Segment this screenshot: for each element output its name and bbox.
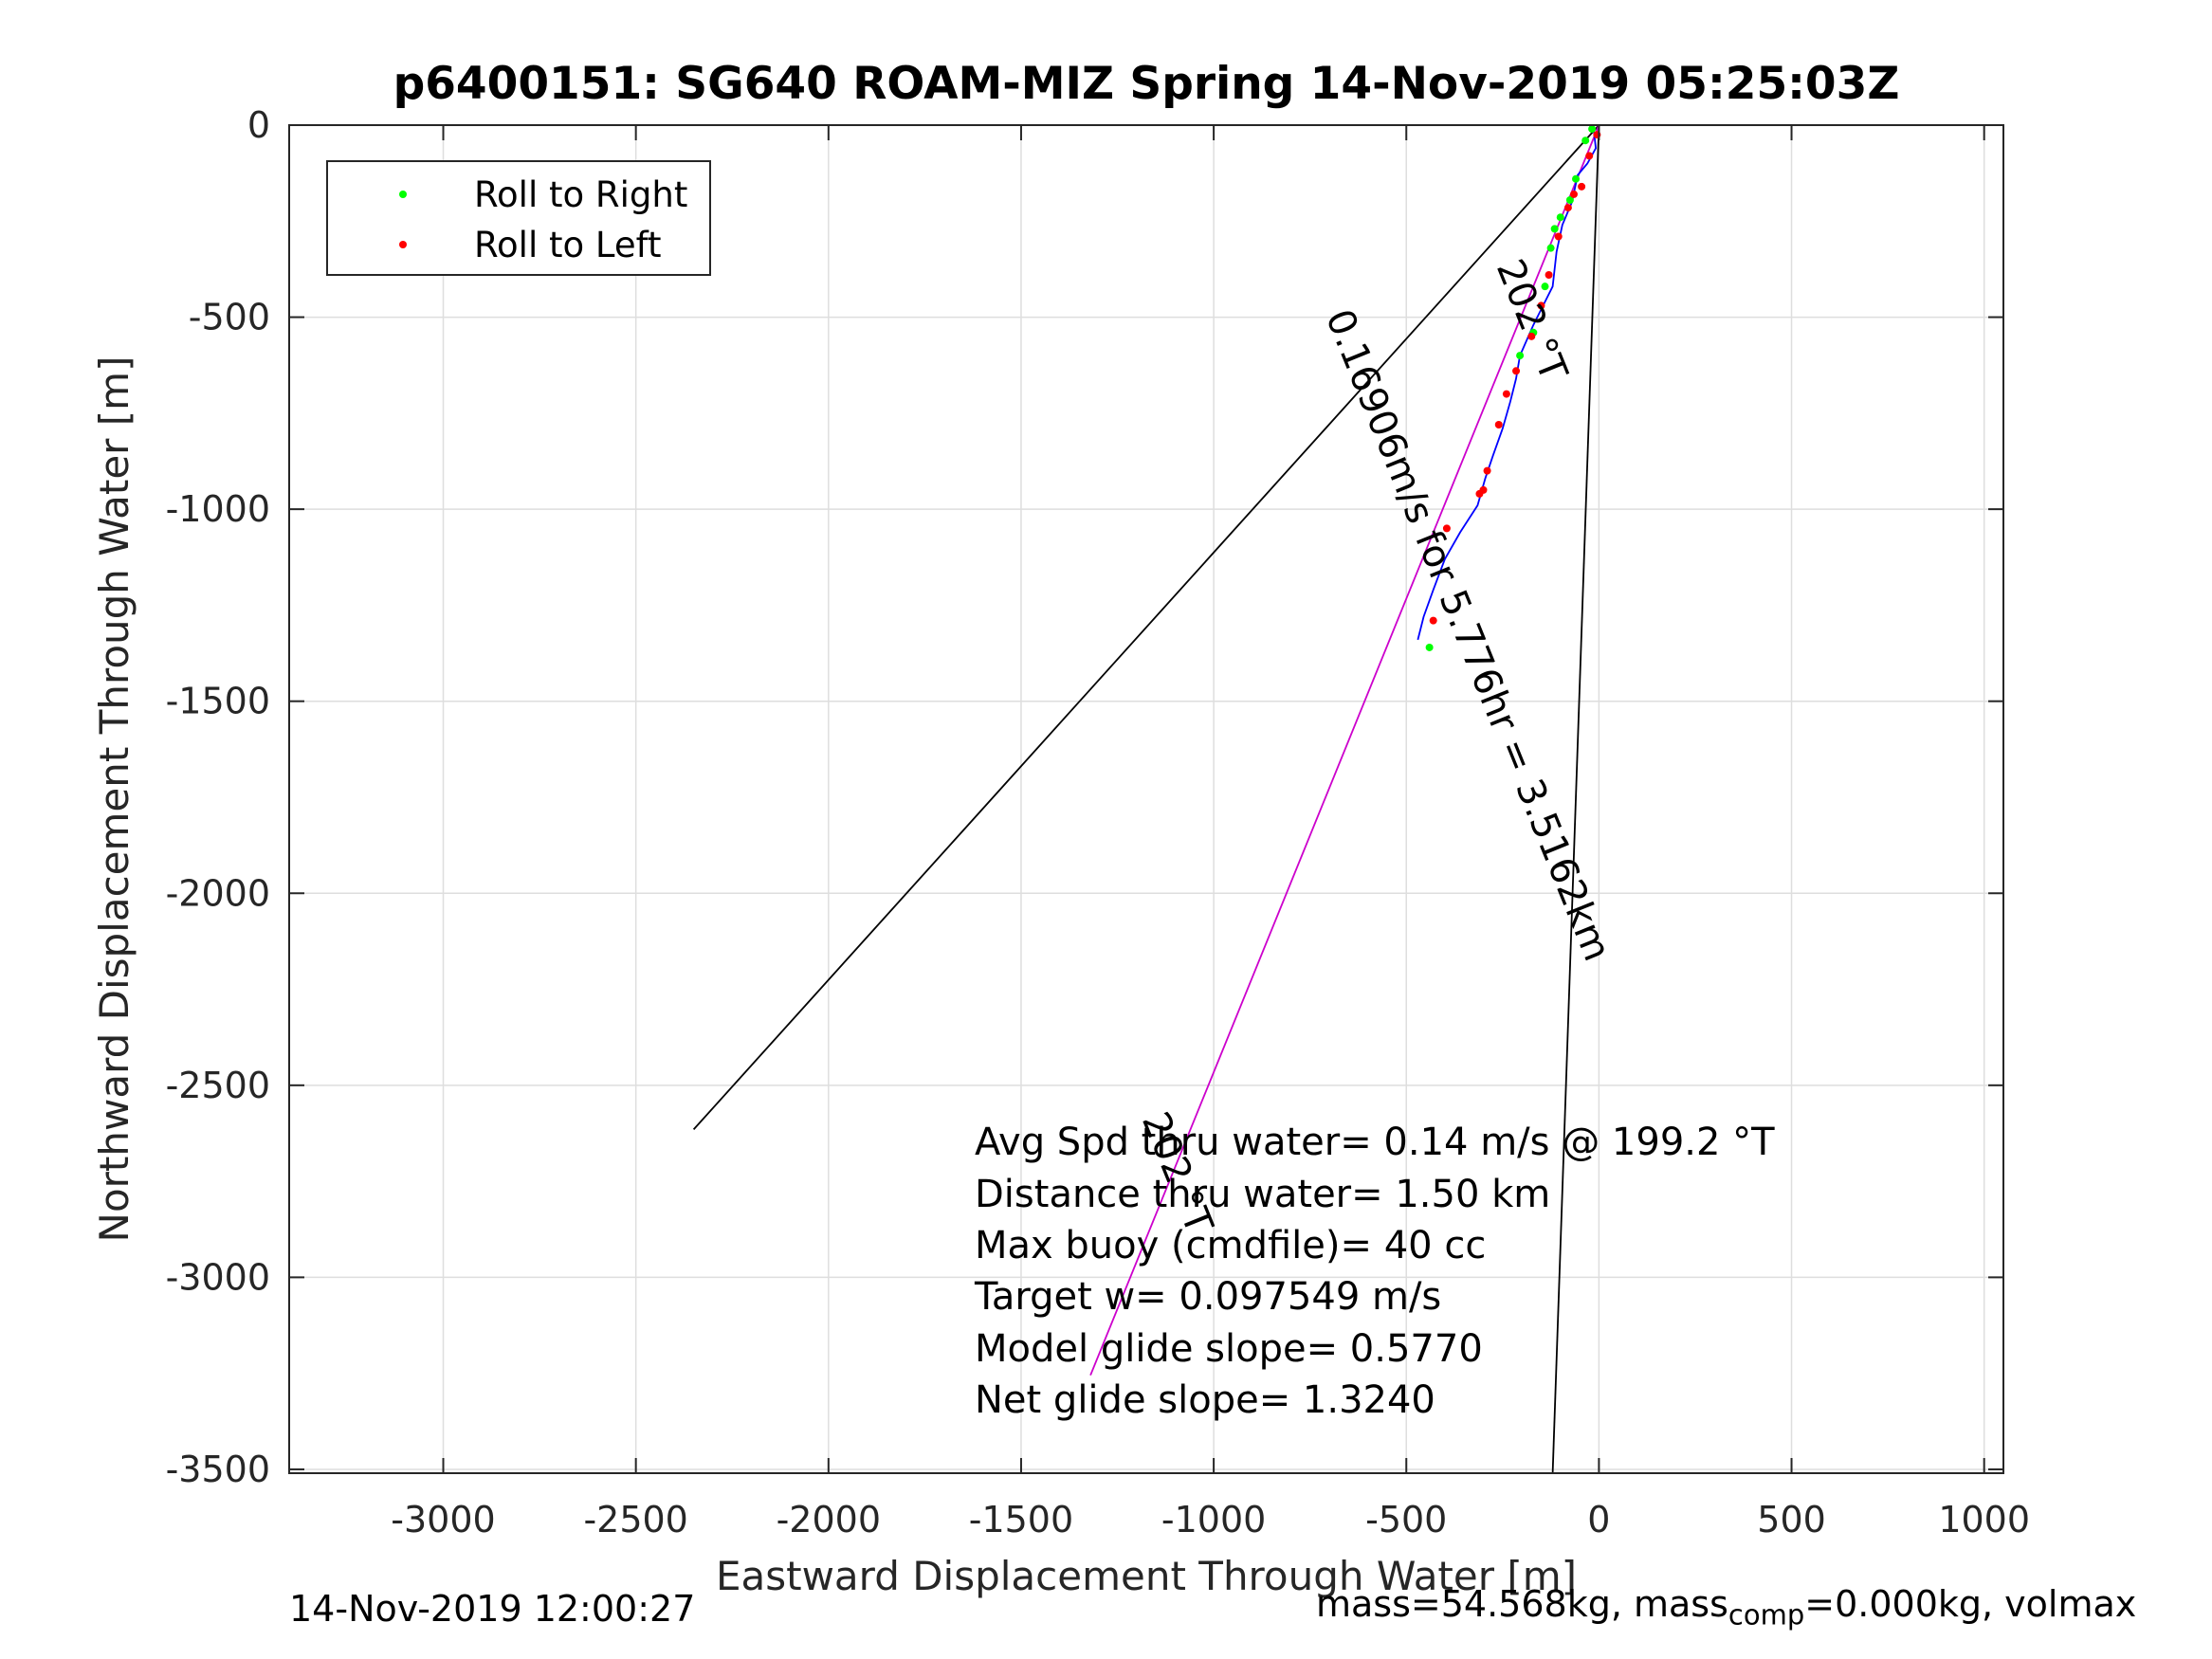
roll-to-left-point [1512, 367, 1521, 375]
roll-to-right-point [1556, 213, 1564, 222]
roll-to-left-point [1527, 332, 1536, 340]
footer-timestamp: 14-Nov-2019 12:00:27 [289, 1588, 696, 1630]
legend-label-roll-left: Roll to Left [474, 225, 662, 265]
roll-to-left-point [1537, 301, 1545, 310]
roll-to-left-point [1483, 466, 1491, 475]
legend-marker-roll-left [399, 241, 407, 248]
x-axis-label: Eastward Displacement Through Water [m] [716, 1553, 1577, 1599]
y-tick-label: 0 [247, 104, 270, 146]
roll-to-left-point [1494, 421, 1503, 428]
roll-to-right-point [1565, 196, 1574, 204]
roll-to-right-point [1516, 352, 1525, 360]
footer-mass-suffix: =0.000kg, volmax [1804, 1583, 2137, 1625]
y-tick-label: -3000 [166, 1256, 270, 1298]
series-line-3 [1417, 124, 1598, 641]
roll-to-right-point [1546, 244, 1555, 252]
series-line-1 [1551, 124, 1600, 1474]
legend-marker-roll-right [399, 191, 407, 198]
plot-area [289, 125, 2003, 1473]
roll-to-left-point [1585, 152, 1594, 160]
legend-box [326, 160, 711, 276]
y-tick-label: -1500 [166, 681, 270, 722]
series-line-0 [692, 124, 1600, 1131]
series-line-2 [1089, 124, 1600, 1376]
y-axis-label: Northward Displacement Through Water [m] [91, 356, 137, 1243]
tick-labels: -3000 -2500 -2000 -1500 -1000 -500 0 500 1000 0 -5… [166, 104, 2030, 1540]
x-tick-label: -2000 [777, 1499, 881, 1540]
annotation-distance: Distance thru water= 1.50 km [975, 1173, 1550, 1216]
annotation-max-buoy: Max buoy (cmdfile)= 40 cc [975, 1224, 1486, 1267]
y-tick-label: -500 [189, 297, 270, 338]
data-series [692, 124, 1601, 1474]
footer-mass-info: mass=54.568kg, masscomp=0.000kg, volmax [1316, 1583, 2136, 1632]
axes-box [288, 124, 2004, 1474]
annotation-avg-speed: Avg Spd thru water= 0.14 m/s @ 199.2 °T [975, 1121, 1775, 1164]
x-tick-label: 1000 [1938, 1499, 2030, 1540]
y-tick-label: -3500 [166, 1449, 270, 1490]
x-tick-label: -3000 [391, 1499, 495, 1540]
x-tick-label: 500 [1757, 1499, 1826, 1540]
roll-to-right-point [1572, 174, 1581, 183]
legend: Roll to Right Roll to Left [326, 160, 711, 276]
roll-to-right-point [1550, 225, 1559, 233]
annotation-target-w: Target w= 0.097549 m/s [974, 1275, 1441, 1319]
roll-to-left-point [1563, 204, 1572, 212]
roll-to-left-point [1554, 232, 1563, 241]
legend-label-roll-right: Roll to Right [474, 174, 687, 215]
x-tick-label: -500 [1365, 1499, 1447, 1540]
x-tick-label: -2500 [583, 1499, 687, 1540]
roll-to-right-point [1581, 137, 1590, 145]
roll-to-left-point [1502, 390, 1510, 398]
axis-ticks [289, 124, 2003, 1473]
x-tick-label: 0 [1587, 1499, 1610, 1540]
y-tick-label: -2500 [166, 1065, 270, 1106]
footer-mass-sub: comp [1728, 1598, 1805, 1632]
roll-to-right-point [1425, 643, 1434, 651]
roll-to-left-point [1578, 182, 1586, 191]
chart-title: p6400151: SG640 ROAM-MIZ Spring 14-Nov-2… [393, 58, 1900, 110]
annotation-block: Avg Spd thru water= 0.14 m/s @ 199.2 °T … [974, 1121, 1775, 1422]
annotation-model-glide: Model glide slope= 0.5770 [975, 1327, 1483, 1371]
x-tick-label: -1000 [1161, 1499, 1266, 1540]
footer-mass-prefix: mass=54.568kg, mass [1316, 1583, 1728, 1625]
y-tick-label: -1000 [166, 488, 270, 530]
roll-to-left-point [1545, 271, 1553, 279]
roll-to-right-point [1541, 283, 1549, 291]
annotation-net-glide: Net glide slope= 1.3240 [975, 1378, 1435, 1422]
y-tick-label: -2000 [166, 872, 270, 914]
roll-to-right-point [1588, 125, 1597, 134]
roll-to-left-point [1475, 489, 1484, 498]
roll-to-left-point [1429, 616, 1437, 625]
x-tick-label: -1500 [969, 1499, 1073, 1540]
roll-to-left-point [1442, 524, 1451, 533]
roll-to-left-point [1569, 190, 1578, 198]
